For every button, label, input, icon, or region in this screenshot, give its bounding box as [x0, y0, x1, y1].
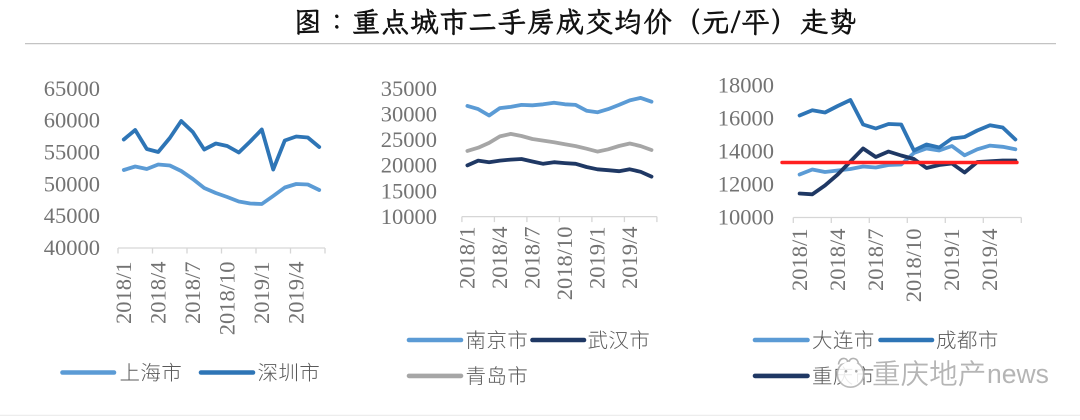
svg-text:18000: 18000 — [718, 72, 774, 97]
svg-text:2018/1: 2018/1 — [787, 229, 812, 292]
svg-text:40000: 40000 — [44, 235, 100, 260]
svg-text:2019/1: 2019/1 — [585, 227, 610, 290]
svg-text:2019/4: 2019/4 — [617, 227, 642, 290]
svg-text:2018/7: 2018/7 — [863, 229, 888, 292]
svg-text:news: news — [987, 359, 1049, 389]
svg-text:45000: 45000 — [44, 203, 100, 228]
svg-text:60000: 60000 — [44, 108, 100, 133]
svg-text:50000: 50000 — [44, 171, 100, 196]
svg-text:2018/7: 2018/7 — [520, 227, 545, 290]
svg-text:35000: 35000 — [381, 76, 437, 101]
svg-text:2018/10: 2018/10 — [214, 262, 239, 336]
svg-text:2018/1: 2018/1 — [455, 227, 480, 290]
svg-text:55000: 55000 — [44, 140, 100, 165]
svg-text:65000: 65000 — [44, 76, 100, 101]
svg-text:16000: 16000 — [718, 105, 774, 130]
svg-text:2018/7: 2018/7 — [180, 262, 205, 325]
svg-text:10000: 10000 — [718, 205, 774, 230]
svg-text:15000: 15000 — [381, 178, 437, 203]
svg-text:12000: 12000 — [718, 172, 774, 197]
svg-text:2018/4: 2018/4 — [487, 227, 512, 290]
svg-text:14000: 14000 — [718, 139, 774, 164]
svg-text:2018/4: 2018/4 — [825, 229, 850, 292]
svg-text:2019/1: 2019/1 — [249, 262, 274, 325]
svg-text:30000: 30000 — [381, 102, 437, 127]
svg-text:2019/4: 2019/4 — [283, 262, 308, 325]
svg-text:10000: 10000 — [381, 204, 437, 229]
svg-text:25000: 25000 — [381, 127, 437, 152]
svg-text:20000: 20000 — [381, 153, 437, 178]
svg-text:2019/4: 2019/4 — [977, 229, 1002, 292]
svg-text:2018/1: 2018/1 — [111, 262, 136, 325]
svg-text:2019/1: 2019/1 — [939, 229, 964, 292]
svg-text:2018/10: 2018/10 — [552, 227, 577, 301]
svg-text:2018/10: 2018/10 — [901, 229, 926, 303]
svg-text:2018/4: 2018/4 — [145, 262, 170, 325]
